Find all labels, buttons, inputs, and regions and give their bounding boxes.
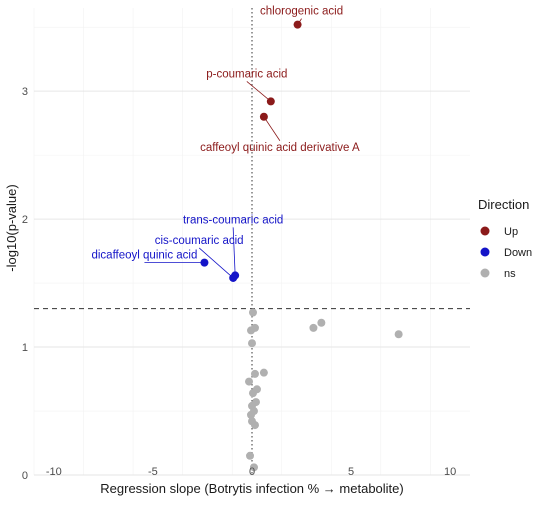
legend-title: Direction (478, 197, 529, 212)
data-points (200, 20, 403, 472)
data-point-ns (250, 369, 259, 378)
label-leader-line (263, 116, 281, 141)
tick-labels: -10 -5 0 5 10 0 1 2 3 (22, 86, 456, 482)
legend-label: Up (504, 226, 518, 238)
legend-label: ns (504, 268, 516, 280)
data-point-ns (247, 326, 256, 335)
data-point-up (266, 97, 275, 106)
data-point-ns (247, 410, 256, 419)
data-point-up (259, 112, 268, 121)
label-leader-lines (144, 18, 302, 279)
point-label: cis-coumaric acid (155, 235, 244, 247)
data-point-ns (248, 308, 257, 317)
legend: Direction Up Down ns (478, 197, 532, 280)
grid (33, 8, 470, 476)
x-tick-label: 10 (444, 466, 456, 478)
data-point-ns (248, 339, 256, 348)
label-leader-line (198, 247, 234, 279)
x-tick-label: -5 (148, 466, 158, 478)
y-axis-title: -log10(p-value) (4, 184, 19, 271)
legend-key-up (480, 226, 490, 236)
point-label: dicaffeoyl quinic acid (91, 250, 197, 262)
y-tick-label: 1 (22, 342, 28, 354)
x-axis-title: Regression slope (Botrytis infection % →… (100, 481, 403, 496)
x-tick-label: 0 (249, 466, 255, 478)
data-point-ns (250, 421, 259, 430)
point-label: caffeoyl quinic acid derivative A (200, 142, 360, 154)
data-point-ns (249, 463, 258, 472)
label-leader-line (232, 227, 236, 276)
point-label: trans-coumaric acid (183, 214, 283, 226)
point-label: p-coumaric acid (206, 68, 287, 80)
data-point-ns (309, 323, 318, 332)
data-point-ns (259, 368, 268, 377)
y-tick-label: 3 (22, 86, 28, 98)
data-point-up (293, 20, 302, 29)
label-leader-line (246, 81, 272, 102)
legend-label: Down (504, 247, 532, 259)
data-point-ns (245, 377, 254, 386)
data-point-ns (246, 451, 255, 460)
point-labels: chlorogenic acid p-coumaric acid caffeoyl … (91, 6, 360, 262)
x-tick-label: 5 (348, 466, 354, 478)
data-point-down (200, 258, 209, 267)
point-label: chlorogenic acid (260, 6, 343, 18)
y-tick-label: 2 (22, 214, 28, 226)
data-point-ns (248, 389, 257, 398)
legend-key-ns (480, 268, 490, 278)
data-point-ns (394, 330, 403, 339)
data-point-down (231, 271, 240, 280)
data-point-ns (317, 318, 326, 327)
y-tick-label: 0 (22, 470, 28, 482)
legend-key-down (480, 247, 490, 257)
x-tick-label: -10 (46, 466, 62, 478)
